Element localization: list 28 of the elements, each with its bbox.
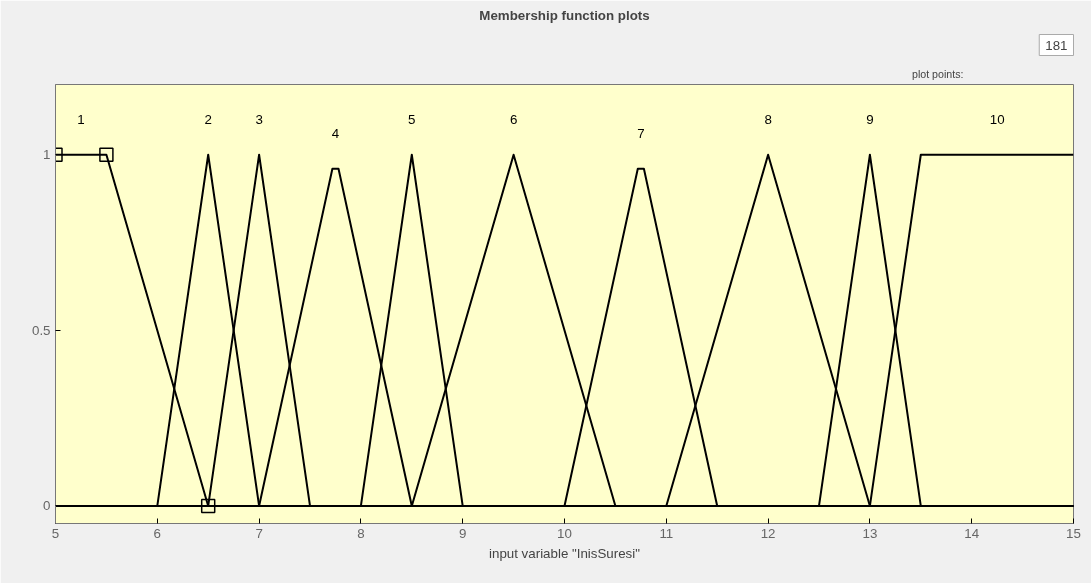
- text: 8: [764, 112, 772, 128]
- text: 181: [1045, 37, 1068, 53]
- text: 2: [204, 112, 212, 128]
- y-tick-label: 0.5: [31, 322, 51, 338]
- x-axis-title: input variable "InisSuresi": [489, 545, 641, 561]
- x-tick-label: 10: [557, 525, 572, 541]
- text: 5: [408, 112, 416, 128]
- text: 3: [255, 112, 263, 128]
- x-tick-label: 6: [153, 525, 162, 541]
- text: 7: [637, 126, 645, 142]
- x-tick-label: 9: [458, 525, 467, 541]
- x-tick-label: 13: [862, 525, 878, 541]
- series-label: 1: [77, 112, 85, 128]
- x-tick-label: 14: [964, 525, 980, 541]
- text: 4: [331, 126, 340, 142]
- text: 9: [866, 112, 874, 128]
- text: 10: [989, 112, 1005, 128]
- chart-title: Membership function plots: [479, 7, 650, 23]
- text: 6: [509, 112, 518, 128]
- x-tick-label: 12: [760, 525, 776, 541]
- x-tick-label: 8: [357, 525, 365, 541]
- text: plot points:: [911, 67, 964, 80]
- x-tick-label: 5: [51, 525, 60, 541]
- x-tick-label: 15: [1066, 525, 1081, 541]
- x-tick-label: 11: [659, 525, 674, 541]
- x-tick-label: 7: [255, 525, 263, 541]
- y-tick-label: 0: [43, 498, 51, 514]
- y-tick-label: 1: [43, 147, 51, 163]
